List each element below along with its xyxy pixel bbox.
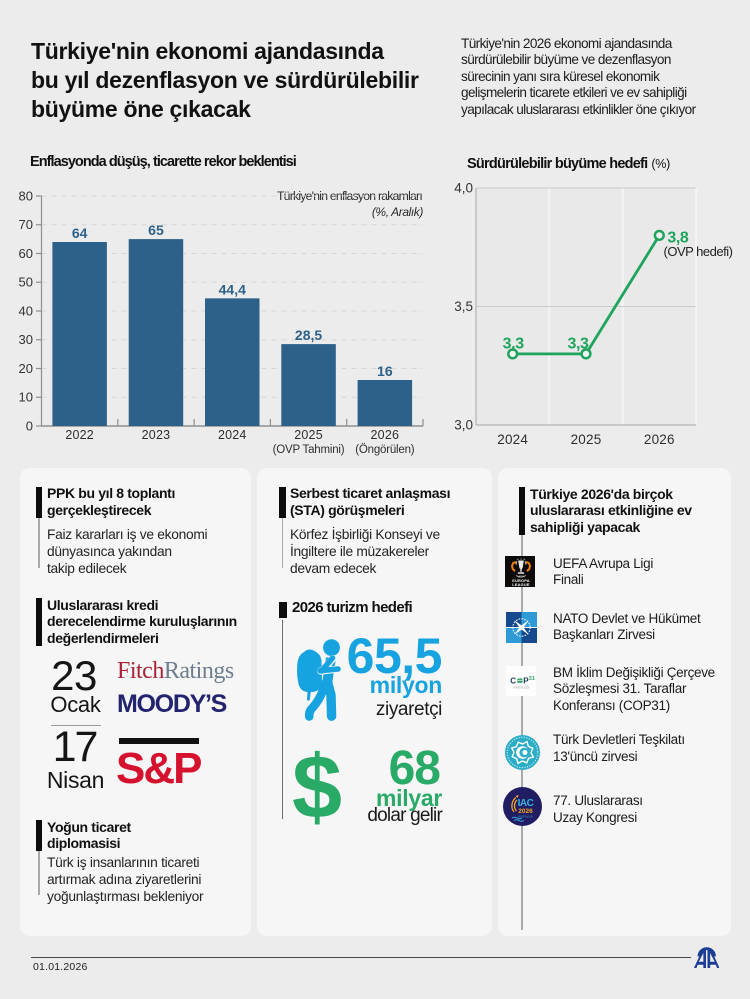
svg-text:44,4: 44,4 <box>219 281 246 297</box>
svg-text:P: P <box>523 677 529 686</box>
svg-text:2024: 2024 <box>497 432 528 447</box>
svg-text:50: 50 <box>19 275 33 290</box>
svg-text:3,0: 3,0 <box>454 418 473 433</box>
svg-text:(Öngörülen): (Öngörülen) <box>355 444 415 456</box>
svg-text:3,3: 3,3 <box>567 336 589 353</box>
svg-text:70: 70 <box>19 217 33 232</box>
svg-text:Sürdürülebilir büyüme hedefi(%: Sürdürülebilir büyüme hedefi (%) <box>467 156 670 172</box>
svg-text:4,0: 4,0 <box>454 181 473 196</box>
svg-text:31: 31 <box>529 676 535 682</box>
svg-text:Türkiye'nin enflasyon rakamlar: Türkiye'nin enflasyon rakamları <box>277 189 422 203</box>
svg-text:TÜRKİYE 2026: TÜRKİYE 2026 <box>513 687 530 690</box>
svg-text:30: 30 <box>19 332 33 347</box>
svg-text:(%, Aralık): (%, Aralık) <box>372 205 424 219</box>
svg-text:2026: 2026 <box>644 432 675 447</box>
svg-text:ANTALYA: ANTALYA <box>518 814 532 818</box>
svg-text:2026: 2026 <box>371 428 400 442</box>
svg-text:2025: 2025 <box>571 432 602 447</box>
svg-text:2026: 2026 <box>518 808 533 815</box>
svg-text:40: 40 <box>19 304 33 319</box>
svg-text:UEFA: UEFA <box>518 575 525 579</box>
svg-text:EUROPA: EUROPA <box>512 578 530 583</box>
svg-text:0: 0 <box>26 419 33 434</box>
svg-text:LEAGUE: LEAGUE <box>512 582 530 587</box>
svg-text:10: 10 <box>19 390 33 405</box>
svg-text:2022: 2022 <box>65 428 94 442</box>
svg-text:Enflasyonda düşüş, ticarette r: Enflasyonda düşüş, ticarette rekor bekle… <box>30 154 296 170</box>
svg-text:(OVP Tahmini): (OVP Tahmini) <box>273 444 345 456</box>
svg-text:3,3: 3,3 <box>503 336 525 353</box>
svg-text:20: 20 <box>19 361 33 376</box>
svg-text:IAC: IAC <box>518 798 534 809</box>
svg-text:64: 64 <box>72 225 88 241</box>
svg-text:16: 16 <box>377 363 393 379</box>
svg-text:80: 80 <box>19 189 33 204</box>
svg-text:3,5: 3,5 <box>454 299 473 314</box>
svg-text:2023: 2023 <box>142 428 171 442</box>
svg-text:3,8: 3,8 <box>667 229 689 246</box>
svg-text:C: C <box>510 677 516 686</box>
svg-text:2025: 2025 <box>294 428 323 442</box>
svg-text:28,5: 28,5 <box>295 327 322 343</box>
svg-text:60: 60 <box>19 246 33 261</box>
svg-text:(OVP hedefi): (OVP hedefi) <box>664 244 733 259</box>
svg-text:2024: 2024 <box>218 428 247 442</box>
svg-text:65: 65 <box>148 222 164 238</box>
